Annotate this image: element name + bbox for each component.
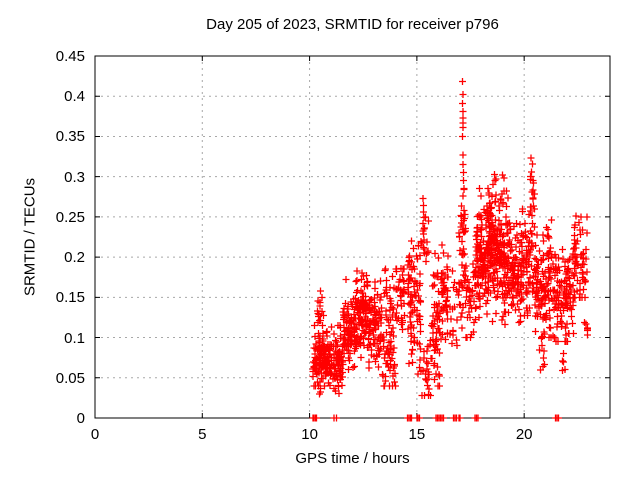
grid-lines <box>95 56 610 418</box>
x-tick-label: 20 <box>515 426 533 443</box>
y-tick-label: 0.3 <box>64 168 85 186</box>
scatter-points <box>309 78 591 422</box>
x-tick-label: 0 <box>90 426 100 443</box>
y-tick-label: 0.25 <box>55 208 85 226</box>
y-tick-label: 0.45 <box>55 48 85 65</box>
x-tick-label: 5 <box>198 426 207 443</box>
chart-title: Day 205 of 2023, SRMTID for receiver p79… <box>206 16 499 33</box>
x-tick-label: 15 <box>408 426 426 443</box>
y-tick-label: 0.05 <box>55 369 85 387</box>
y-tick-label: 0 <box>76 410 85 427</box>
x-tick-label: 10 <box>301 426 318 443</box>
y-tick-label: 0.1 <box>64 329 85 347</box>
y-tick-label: 0.15 <box>55 289 85 307</box>
plot-border <box>94 55 611 419</box>
y-tick-label: 0.2 <box>64 249 85 267</box>
axis-ticks <box>94 55 610 419</box>
x-axis-label: GPS time / hours <box>295 450 410 467</box>
y-tick-label: 0.4 <box>64 88 85 106</box>
y-tick-label: 0.35 <box>55 128 85 146</box>
